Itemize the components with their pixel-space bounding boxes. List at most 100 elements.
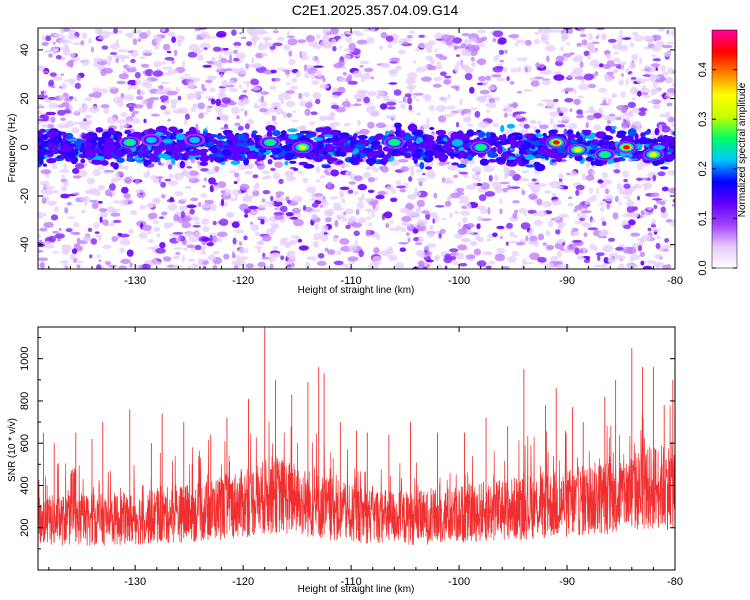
band-speckle [62, 133, 67, 139]
band-speckle [418, 141, 428, 149]
heat-speckle [264, 218, 270, 222]
heat-speckle [202, 226, 210, 233]
snr-frame [37, 326, 676, 571]
heat-speckle [494, 187, 501, 192]
heat-speckle [117, 49, 128, 53]
heat-speckle [550, 29, 561, 33]
band-speckle [498, 134, 504, 140]
band-speckle [158, 153, 170, 159]
heat-speckle [415, 66, 426, 73]
heat-speckle [38, 118, 48, 122]
heat-speckle [642, 265, 653, 269]
band-speckle [38, 153, 45, 161]
heat-speckle [435, 104, 446, 113]
band-speckle [581, 129, 592, 133]
heat-speckle [105, 31, 115, 35]
heat-speckle [336, 250, 342, 256]
heat-speckle [522, 89, 533, 92]
band-speckle [323, 134, 334, 138]
heat-speckle [444, 75, 452, 79]
heat-speckle [214, 165, 219, 173]
heat-speckle [280, 255, 285, 261]
band-speckle [61, 143, 71, 151]
band-speckle [316, 127, 325, 133]
heat-speckle [402, 96, 407, 103]
heat-speckle [641, 234, 652, 241]
heat-speckle [61, 101, 70, 108]
heat-speckle [45, 111, 57, 116]
heat-speckle [561, 115, 570, 122]
heat-speckle [47, 200, 57, 206]
heat-speckle [410, 169, 415, 177]
heat-speckle [238, 247, 249, 254]
heat-speckle [233, 172, 240, 178]
heat-speckle [664, 238, 669, 243]
heat-speckle [213, 184, 220, 190]
heat-speckle [117, 30, 124, 34]
heat-speckle [249, 221, 254, 225]
heat-speckle [118, 265, 127, 269]
band-speckle [660, 166, 669, 170]
heat-speckle [532, 212, 538, 217]
band-speckle [640, 140, 651, 144]
heat-speckle [63, 163, 68, 169]
band-speckle [479, 158, 489, 166]
heat-speckle [132, 38, 138, 46]
band-speckle [233, 156, 243, 160]
heat-speckle [220, 198, 225, 207]
band-speckle [80, 158, 86, 164]
band-speckle [654, 127, 660, 136]
heat-speckle [379, 103, 388, 110]
heat-speckle [625, 212, 632, 216]
heat-speckle [84, 97, 93, 102]
heat-speckle [499, 59, 505, 63]
band-speckle [626, 135, 633, 140]
band-speckle [178, 128, 184, 133]
heat-speckle [44, 188, 53, 196]
heat-speckle [508, 240, 518, 244]
heat-speckle [286, 112, 292, 118]
heat-speckle [48, 79, 55, 87]
band-speckle [344, 145, 354, 153]
band-speckle [46, 158, 57, 164]
heat-speckle [199, 251, 207, 255]
heat-speckle [275, 108, 284, 115]
heat-speckle [357, 119, 361, 126]
band-speckle [97, 140, 103, 148]
heat-speckle [234, 122, 241, 127]
heat-speckle [630, 232, 641, 237]
heat-speckle [51, 75, 63, 81]
heat-speckle [187, 258, 196, 262]
band-speckle [104, 144, 117, 150]
heat-speckle [397, 159, 409, 163]
heat-speckle [622, 170, 630, 178]
heat-speckle [59, 260, 70, 264]
heat-speckle [233, 265, 239, 269]
heat-speckle [370, 105, 376, 109]
heat-speckle [521, 258, 527, 265]
band-speckle [209, 138, 214, 142]
heat-speckle [123, 94, 135, 101]
heat-speckle [449, 248, 459, 253]
band-speckle [435, 129, 447, 136]
heat-speckle [184, 231, 195, 238]
heat-speckle [194, 244, 202, 250]
heat-speckle [91, 91, 102, 99]
heat-speckle [138, 264, 144, 269]
heat-speckle [602, 179, 613, 185]
heat-speckle [167, 180, 179, 186]
heat-speckle [244, 191, 249, 198]
heat-speckle [466, 223, 475, 228]
heat-speckle [617, 38, 623, 46]
heat-speckle [333, 260, 344, 266]
heat-speckle [494, 174, 499, 181]
heat-speckle [573, 98, 581, 106]
heat-speckle [40, 169, 52, 175]
band-speckle [330, 129, 339, 136]
heat-speckle [158, 85, 164, 90]
heat-speckle [387, 254, 398, 261]
heat-speckle [461, 216, 468, 224]
heat-speckle [598, 231, 606, 239]
heat-speckle [97, 200, 103, 204]
heat-speckle [464, 202, 472, 208]
